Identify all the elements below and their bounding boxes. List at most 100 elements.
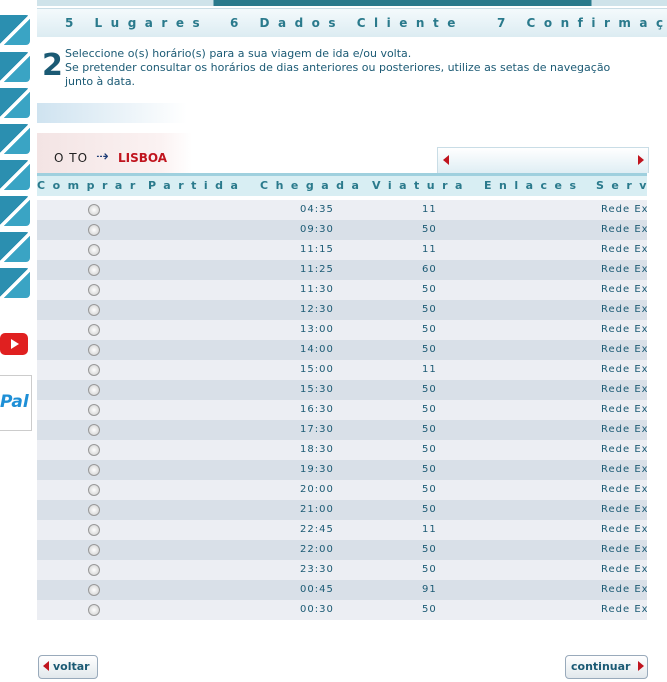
sidebar-icon[interactable]	[0, 196, 30, 226]
table-row: 00:30 50 Rede Ex	[37, 600, 647, 620]
back-button[interactable]: voltar	[38, 655, 98, 679]
arrival-time: 13:00	[300, 324, 334, 335]
tab[interactable]: 6 Dados Cliente	[203, 8, 478, 37]
service: Rede Ex	[601, 584, 647, 595]
radio-button[interactable]	[88, 604, 100, 616]
arrival-time: 23:30	[300, 564, 334, 575]
radio-button[interactable]	[88, 304, 100, 316]
arrival-time: 16:30	[300, 404, 334, 415]
table-row: 19:30 50 Rede Ex	[37, 460, 647, 480]
sidebar-icon[interactable]	[0, 88, 30, 118]
table-row: 17:30 50 Rede Ex	[37, 420, 647, 440]
column-header: Servi	[596, 179, 647, 192]
date-nav	[437, 147, 649, 173]
paypal-box[interactable]: Pal	[0, 375, 32, 431]
route-arrow: ⇢	[96, 147, 109, 165]
vehicle: 50	[422, 304, 437, 315]
table-header	[37, 176, 647, 196]
table-row: 23:30 50 Rede Ex	[37, 560, 647, 580]
sidebar-icon[interactable]	[0, 124, 30, 154]
step-number: 2	[42, 48, 63, 83]
table-row: 15:00 11 Rede Ex	[37, 360, 647, 380]
vehicle: 50	[422, 444, 437, 455]
radio-button[interactable]	[88, 584, 100, 596]
sidebar-icon[interactable]	[0, 268, 30, 298]
service: Rede Ex	[601, 564, 647, 575]
service: Rede Ex	[601, 284, 647, 295]
radio-button[interactable]	[88, 204, 100, 216]
route-box	[37, 133, 192, 173]
radio-button[interactable]	[88, 464, 100, 476]
header-line	[37, 173, 647, 176]
radio-button[interactable]	[88, 524, 100, 536]
service: Rede Ex	[601, 424, 647, 435]
next-arrow[interactable]	[638, 155, 644, 165]
table-row: 18:30 50 Rede Ex	[37, 440, 647, 460]
arrival-time: 09:30	[300, 224, 334, 235]
arrival-time: 04:35	[300, 204, 334, 215]
next-button[interactable]: continuar	[565, 655, 648, 679]
vehicle: 50	[422, 604, 437, 615]
table-row: 15:30 50 Rede Ex	[37, 380, 647, 400]
table-row: 11:15 11 Rede Ex	[37, 240, 647, 260]
vehicle: 50	[422, 544, 437, 555]
service: Rede Ex	[601, 444, 647, 455]
service: Rede Ex	[601, 484, 647, 495]
radio-button[interactable]	[88, 564, 100, 576]
table-row: 04:35 11 Rede Ex	[37, 200, 647, 220]
vehicle: 50	[422, 344, 437, 355]
table-row: 20:00 50 Rede Ex	[37, 480, 647, 500]
column-header: Comprar	[37, 179, 143, 192]
radio-button[interactable]	[88, 264, 100, 276]
tab[interactable]: 7 Confirmaç	[470, 8, 667, 37]
service: Rede Ex	[601, 544, 647, 555]
radio-button[interactable]	[88, 404, 100, 416]
play-icon	[11, 339, 19, 349]
arrival-time: 11:30	[300, 284, 334, 295]
arrival-time: 21:00	[300, 504, 334, 515]
service: Rede Ex	[601, 324, 647, 335]
radio-button[interactable]	[88, 244, 100, 256]
vehicle: 11	[422, 524, 437, 535]
column-header: Partida	[148, 179, 246, 192]
radio-button[interactable]	[88, 364, 100, 376]
sidebar-icon[interactable]	[0, 232, 30, 262]
arrival-time: 14:00	[300, 344, 334, 355]
radio-button[interactable]	[88, 344, 100, 356]
column-header: Enlaces	[484, 179, 584, 192]
service: Rede Ex	[601, 504, 647, 515]
radio-button[interactable]	[88, 544, 100, 556]
service: Rede Ex	[601, 264, 647, 275]
radio-button[interactable]	[88, 504, 100, 516]
sidebar-icon[interactable]	[0, 15, 30, 45]
radio-button[interactable]	[88, 444, 100, 456]
arrival-time: 15:00	[300, 364, 334, 375]
column-header: Viatura	[372, 179, 470, 192]
youtube-icon[interactable]	[0, 333, 28, 355]
radio-button[interactable]	[88, 284, 100, 296]
radio-button[interactable]	[88, 424, 100, 436]
service: Rede Ex	[601, 404, 647, 415]
prev-arrow[interactable]	[443, 155, 449, 165]
service: Rede Ex	[601, 224, 647, 235]
vehicle: 50	[422, 484, 437, 495]
sidebar-icon[interactable]	[0, 160, 30, 190]
vehicle: 50	[422, 504, 437, 515]
radio-button[interactable]	[88, 484, 100, 496]
instruction: Seleccione o(s) horário(s) para a sua vi…	[65, 47, 412, 60]
radio-button[interactable]	[88, 324, 100, 336]
service: Rede Ex	[601, 344, 647, 355]
arrival-time: 22:00	[300, 544, 334, 555]
arrival-time: 11:25	[300, 264, 334, 275]
vehicle: 50	[422, 424, 437, 435]
arrival-time: 20:00	[300, 484, 334, 495]
vehicle: 11	[422, 364, 437, 375]
sidebar-icon[interactable]	[0, 52, 30, 82]
top-bar	[37, 0, 667, 6]
vehicle: 11	[422, 244, 437, 255]
arrow	[43, 661, 49, 671]
radio-button[interactable]	[88, 224, 100, 236]
radio-button[interactable]	[88, 384, 100, 396]
arrival-time: 12:30	[300, 304, 334, 315]
